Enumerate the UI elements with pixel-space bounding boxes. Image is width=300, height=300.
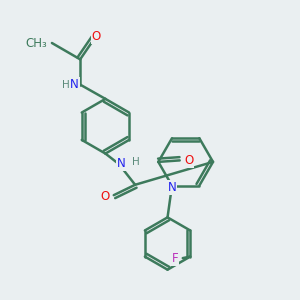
Text: O: O	[100, 190, 109, 203]
Text: CH₃: CH₃	[26, 37, 47, 50]
Text: N: N	[70, 78, 79, 91]
Text: N: N	[168, 181, 176, 194]
Text: F: F	[172, 252, 178, 265]
Text: N: N	[117, 158, 126, 170]
Text: H: H	[132, 158, 140, 167]
Text: H: H	[62, 80, 70, 90]
Text: O: O	[92, 30, 101, 43]
Text: O: O	[184, 154, 194, 167]
